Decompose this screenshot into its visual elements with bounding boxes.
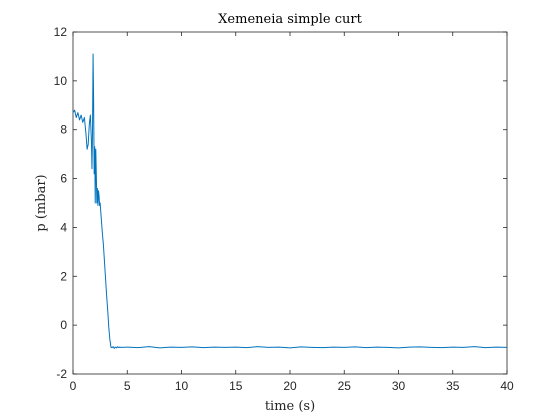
y-axis: -2 0 2 4 6 8 10 12 — [54, 25, 507, 381]
x-tick-label: 35 — [446, 379, 460, 393]
x-axis-label: time (s) — [265, 399, 315, 414]
y-tick-label: 2 — [60, 269, 67, 283]
y-tick-label: 12 — [54, 25, 68, 39]
x-tick-label: 25 — [338, 379, 352, 393]
x-tick-label: 20 — [283, 379, 297, 393]
x-tick-label: 30 — [392, 379, 406, 393]
axes-frame — [72, 31, 508, 375]
y-tick-label: 10 — [54, 74, 68, 88]
x-tick-label: 10 — [175, 379, 189, 393]
x-tick-label: 15 — [229, 379, 243, 393]
y-tick-label: 8 — [60, 123, 67, 137]
y-tick-label: 0 — [60, 318, 67, 332]
chart-title: Xemeneia simple curt — [218, 12, 362, 27]
x-tick-label: 0 — [70, 379, 77, 393]
y-axis-label: p (mbar) — [34, 174, 49, 231]
x-tick-label: 5 — [124, 379, 131, 393]
plot-area — [72, 31, 508, 375]
y-tick-label: 4 — [60, 220, 67, 234]
series-line-pressure — [72, 53, 508, 349]
y-tick-label: -2 — [56, 367, 67, 381]
x-tick-label: 40 — [500, 379, 514, 393]
y-tick-label: 6 — [60, 172, 67, 186]
x-axis: 0 5 10 15 20 25 30 35 40 — [70, 32, 514, 393]
